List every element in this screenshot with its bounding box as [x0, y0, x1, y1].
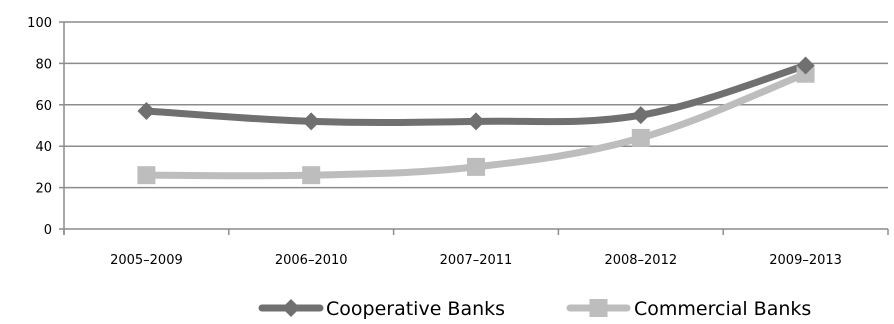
data-point-cooperative [796, 56, 815, 75]
x-tick-label: 2007–2011 [440, 253, 513, 268]
legend-label-cooperative: Cooperative Banks [326, 298, 505, 320]
x-tick-label: 2005–2009 [110, 253, 183, 268]
data-point-commercial [631, 128, 650, 147]
x-tick-label: 2009–2013 [769, 253, 842, 268]
x-tick-label: 2008–2012 [604, 253, 677, 268]
gridlines [64, 21, 888, 189]
y-tick-label: 40 [35, 140, 52, 155]
y-tick-label: 80 [35, 57, 52, 72]
data-point-cooperative [631, 106, 650, 125]
legend: Cooperative Banks Commercial Banks [258, 298, 811, 320]
x-tick-label: 2006–2010 [275, 253, 348, 268]
y-tick-label: 60 [35, 99, 52, 114]
y-tick-label: 20 [35, 182, 52, 197]
data-point-commercial [302, 166, 321, 185]
legend-label-commercial: Commercial Banks [634, 298, 811, 320]
tick-labels: 0 20 40 60 80 100 2005–2009 2006–2010 2007–2011 2… [27, 16, 842, 268]
data-point-cooperative [302, 112, 321, 131]
data-point-cooperative [467, 112, 485, 131]
data-point-cooperative [137, 102, 156, 121]
series-markers [137, 56, 815, 185]
data-point-commercial [137, 166, 156, 185]
y-tick-label: 0 [44, 223, 52, 238]
y-tick-label: 100 [27, 16, 52, 31]
data-point-commercial [467, 157, 485, 176]
legend-marker-cooperative [282, 299, 300, 317]
legend-marker-commercial [589, 299, 608, 317]
axes [59, 21, 889, 235]
